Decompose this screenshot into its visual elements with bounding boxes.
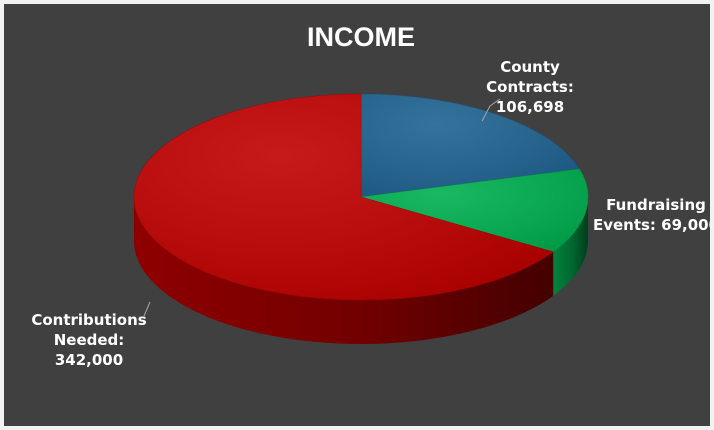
data-label-line: 106,698 — [496, 98, 564, 116]
data-label-contributions-needed: Contributions Needed: 342,000 — [31, 311, 146, 369]
leader-lines — [143, 98, 501, 317]
pie-chart: INCOME County Contracts: 106,698 Fundraisin… — [31, 22, 710, 369]
data-label-line: Contracts: — [486, 78, 574, 96]
pie-sides — [134, 197, 588, 344]
slice-county-contracts-shine — [361, 94, 580, 197]
leader-line — [481, 98, 501, 122]
pie-top — [133, 93, 589, 301]
data-label-fundraising-events: Fundraising Events: 69,000 — [593, 196, 710, 234]
data-label-line: Needed: — [54, 331, 125, 349]
data-label-line: Contributions — [31, 311, 146, 329]
data-label-line: 342,000 — [55, 351, 123, 369]
chart-title: INCOME — [307, 22, 415, 52]
data-label-line: Events: 69,000 — [593, 216, 710, 234]
leader-line — [143, 301, 151, 317]
slice-fundraising-events-shine — [361, 168, 588, 252]
slice-contributions-needed-shine — [133, 94, 554, 300]
slice-side-shade — [134, 197, 554, 344]
slice-side-shade — [553, 197, 588, 296]
data-labels: County Contracts: 106,698 Fundraising Events… — [31, 58, 710, 369]
data-label-county-contracts: County Contracts: 106,698 — [486, 58, 574, 116]
data-label-line: County — [500, 58, 560, 76]
data-label-line: Fundraising — [606, 196, 706, 214]
